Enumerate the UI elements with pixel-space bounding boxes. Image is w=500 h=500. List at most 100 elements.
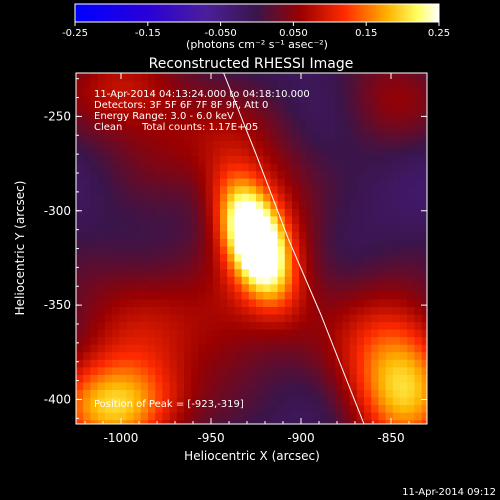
heatmap-pixel <box>176 269 185 278</box>
heatmap-pixel <box>241 239 250 248</box>
heatmap-pixel <box>429 179 437 187</box>
heatmap-pixel <box>97 133 106 142</box>
heatmap-pixel <box>407 344 415 353</box>
heatmap-pixel <box>90 140 99 150</box>
heatmap-pixel <box>112 261 120 270</box>
heatmap-pixel <box>220 118 228 127</box>
heatmap-pixel <box>155 322 163 331</box>
heatmap-pixel <box>83 178 91 187</box>
heatmap-pixel <box>299 95 307 104</box>
heatmap-pixel <box>407 405 415 414</box>
heatmap-pixel <box>306 193 315 202</box>
heatmap-pixel <box>119 246 127 255</box>
heatmap-pixel <box>191 148 199 157</box>
heatmap-pixel <box>378 110 387 119</box>
heatmap-pixel <box>205 307 214 316</box>
heatmap-pixel <box>284 412 293 421</box>
heatmap-pixel <box>83 359 91 368</box>
heatmap-pixel <box>220 420 228 424</box>
heatmap-pixel <box>234 246 243 255</box>
heatmap-pixel <box>205 148 214 157</box>
heatmap-pixel <box>119 367 127 376</box>
heatmap-pixel <box>400 216 408 225</box>
heatmap-pixel <box>97 382 106 391</box>
heatmap-pixel <box>385 397 394 406</box>
heatmap-pixel <box>378 246 387 255</box>
heatmap-pixel <box>112 156 120 165</box>
heatmap-pixel <box>133 216 142 225</box>
heatmap-pixel <box>407 246 415 255</box>
heatmap-pixel <box>155 299 163 308</box>
heatmap-pixel <box>227 140 235 150</box>
heatmap-pixel <box>414 163 423 172</box>
heatmap-pixel <box>212 88 221 97</box>
heatmap-pixel <box>306 80 315 89</box>
heatmap-pixel <box>320 208 329 218</box>
heatmap-pixel <box>162 88 171 97</box>
heatmap-pixel <box>378 261 387 270</box>
heatmap-pixel <box>220 284 228 293</box>
heatmap-pixel <box>162 186 171 195</box>
heatmap-pixel <box>421 201 427 210</box>
heatmap-pixel <box>191 171 199 180</box>
heatmap-pixel <box>421 88 427 97</box>
heatmap-pixel <box>184 299 192 308</box>
heatmap-pixel <box>83 231 91 240</box>
heatmap-pixel <box>248 223 257 233</box>
heatmap-pixel <box>148 322 156 331</box>
heatmap-pixel <box>263 133 271 142</box>
heatmap-pixel <box>429 81 437 89</box>
heatmap-pixel <box>169 322 178 331</box>
heatmap-pixel <box>248 405 257 414</box>
heatmap-pixel <box>342 193 351 202</box>
heatmap-pixel <box>378 314 387 323</box>
heatmap-pixel <box>227 420 235 424</box>
heatmap-pixel <box>148 110 156 119</box>
heatmap-pixel <box>97 239 106 248</box>
heatmap-pixel <box>342 420 351 424</box>
heatmap-pixel <box>220 412 228 421</box>
heatmap-pixel <box>177 428 185 436</box>
heatmap-pixel <box>234 276 243 285</box>
heatmap-pixel <box>184 231 192 240</box>
heatmap-pixel <box>306 269 315 278</box>
heatmap-pixel <box>90 314 99 323</box>
heatmap-pixel <box>248 344 257 353</box>
heatmap-pixel <box>356 322 365 331</box>
heatmap-pixel <box>104 367 113 376</box>
heatmap-pixel <box>205 329 214 338</box>
heatmap-pixel <box>169 291 178 301</box>
heatmap-pixel <box>76 405 84 414</box>
heatmap-pixel <box>212 405 221 414</box>
heatmap-pixel <box>256 382 264 391</box>
heatmap-pixel <box>414 344 423 353</box>
heatmap-pixel <box>306 307 315 316</box>
heatmap-pixel <box>176 231 185 240</box>
heatmap-pixel <box>148 329 156 338</box>
heatmap-pixel <box>414 390 423 399</box>
heatmap-pixel <box>349 314 358 323</box>
heatmap-pixel <box>162 140 171 150</box>
heatmap-pixel <box>97 95 106 104</box>
heatmap-pixel <box>284 231 293 240</box>
heatmap-pixel <box>349 359 358 368</box>
heatmap-pixel <box>342 140 351 150</box>
heatmap-pixel <box>220 239 228 248</box>
heatmap-pixel <box>414 405 423 414</box>
heatmap-pixel <box>256 148 264 157</box>
heatmap-pixel <box>335 359 343 368</box>
heatmap-pixel <box>248 88 257 97</box>
heatmap-pixel <box>400 390 408 399</box>
heatmap-pixel <box>407 110 415 119</box>
heatmap-pixel <box>191 103 199 112</box>
heatmap-pixel <box>421 307 427 316</box>
heatmap-pixel <box>176 163 185 172</box>
heatmap-pixel <box>364 110 372 119</box>
x-tick-label: -900 <box>287 431 314 445</box>
heatmap-pixel <box>414 428 422 436</box>
heatmap-pixel <box>320 125 329 134</box>
heatmap-pixel <box>356 337 365 346</box>
heatmap-pixel <box>407 88 415 97</box>
heatmap-pixel <box>97 284 106 293</box>
heatmap-pixel <box>205 103 214 112</box>
